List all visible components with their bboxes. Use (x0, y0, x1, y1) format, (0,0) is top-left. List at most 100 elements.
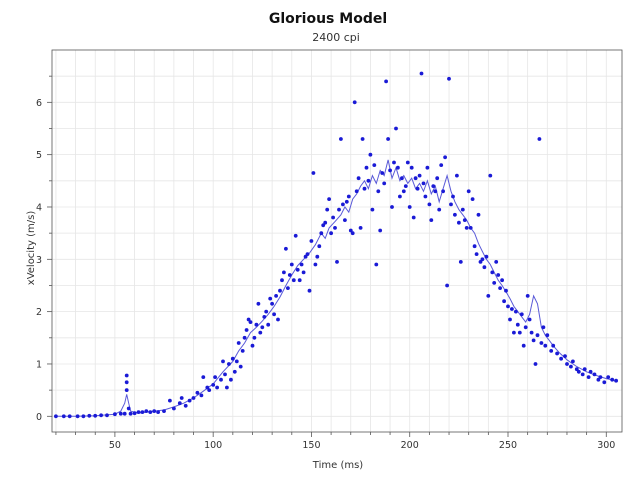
data-point (525, 294, 530, 298)
data-point (569, 364, 573, 369)
data-point (492, 281, 497, 285)
data-point (282, 270, 286, 275)
data-point (319, 231, 324, 236)
data-point (519, 312, 524, 317)
data-point (602, 380, 607, 385)
data-point (321, 223, 326, 228)
data-point (284, 246, 288, 251)
data-point (87, 413, 92, 418)
data-point (144, 409, 149, 413)
data-point (256, 301, 261, 306)
data-point (234, 359, 239, 364)
data-point (246, 317, 251, 322)
data-point (270, 301, 274, 306)
data-point (358, 226, 363, 230)
x-tick-label: 200 (401, 440, 419, 451)
data-point (313, 262, 318, 267)
data-point (148, 410, 153, 414)
data-point (382, 181, 387, 186)
data-point (230, 356, 235, 361)
data-point (429, 218, 434, 223)
data-point (260, 325, 265, 330)
data-point (268, 296, 273, 301)
data-point (398, 194, 402, 199)
data-point (354, 189, 359, 194)
data-point (517, 330, 522, 335)
data-point (311, 171, 316, 175)
data-point (413, 176, 418, 181)
data-point (580, 372, 585, 377)
data-point (394, 126, 398, 131)
data-point (295, 267, 300, 272)
data-point (478, 260, 483, 264)
data-point (527, 317, 532, 322)
data-point (264, 309, 269, 314)
data-point (543, 343, 548, 348)
data-point (350, 231, 355, 236)
data-point (466, 189, 471, 194)
data-point (280, 278, 284, 283)
data-point (244, 328, 249, 332)
data-point (323, 220, 328, 225)
data-point (596, 377, 601, 382)
data-point (380, 171, 385, 175)
data-point (299, 262, 304, 267)
data-point (437, 207, 442, 212)
data-point (360, 137, 365, 141)
data-point (451, 194, 455, 199)
data-point (335, 260, 339, 264)
y-tick-label: 1 (36, 359, 42, 370)
data-point (610, 377, 615, 382)
data-point (258, 330, 263, 335)
data-point (352, 100, 357, 105)
data-point (453, 212, 457, 217)
data-point (236, 341, 241, 345)
data-point (291, 278, 296, 283)
data-point (443, 155, 447, 160)
data-point (272, 312, 276, 317)
y-tick-label: 2 (36, 307, 42, 318)
data-point (574, 367, 579, 372)
x-axis-label: Time (ms) (312, 460, 364, 471)
chart-subtitle: 2400 cpi (312, 31, 360, 44)
data-point (364, 165, 369, 170)
data-point (327, 197, 331, 202)
data-point (565, 362, 569, 366)
data-point (362, 186, 367, 191)
data-point (278, 288, 282, 293)
data-point (341, 202, 345, 207)
data-point (472, 244, 477, 249)
ticks: 50 100 150 200 250 300 0 1 2 3 4 5 6 (36, 75, 615, 451)
data-point (266, 322, 271, 327)
data-point (490, 270, 495, 275)
data-point (124, 373, 129, 378)
data-point (331, 215, 335, 220)
data-point (307, 288, 312, 293)
data-point (512, 330, 516, 335)
data-point (366, 178, 371, 183)
data-point (592, 372, 597, 377)
data-point (535, 333, 540, 338)
data-point (521, 343, 526, 348)
data-point (207, 388, 212, 392)
data-point (343, 218, 347, 223)
data-point (191, 396, 196, 400)
data-point (523, 325, 528, 330)
data-point (276, 317, 280, 322)
data-point (317, 244, 322, 249)
data-point (504, 288, 508, 293)
data-point (113, 412, 117, 417)
data-point (427, 202, 432, 207)
data-point (156, 410, 161, 414)
data-point (252, 335, 257, 340)
data-point (421, 181, 426, 186)
data-point (476, 212, 481, 217)
data-point (225, 385, 229, 390)
data-point (464, 226, 469, 230)
data-point (227, 362, 231, 366)
x-tick-label: 150 (302, 440, 320, 451)
data-point (262, 315, 267, 319)
data-point (488, 173, 493, 178)
data-point (415, 186, 420, 191)
